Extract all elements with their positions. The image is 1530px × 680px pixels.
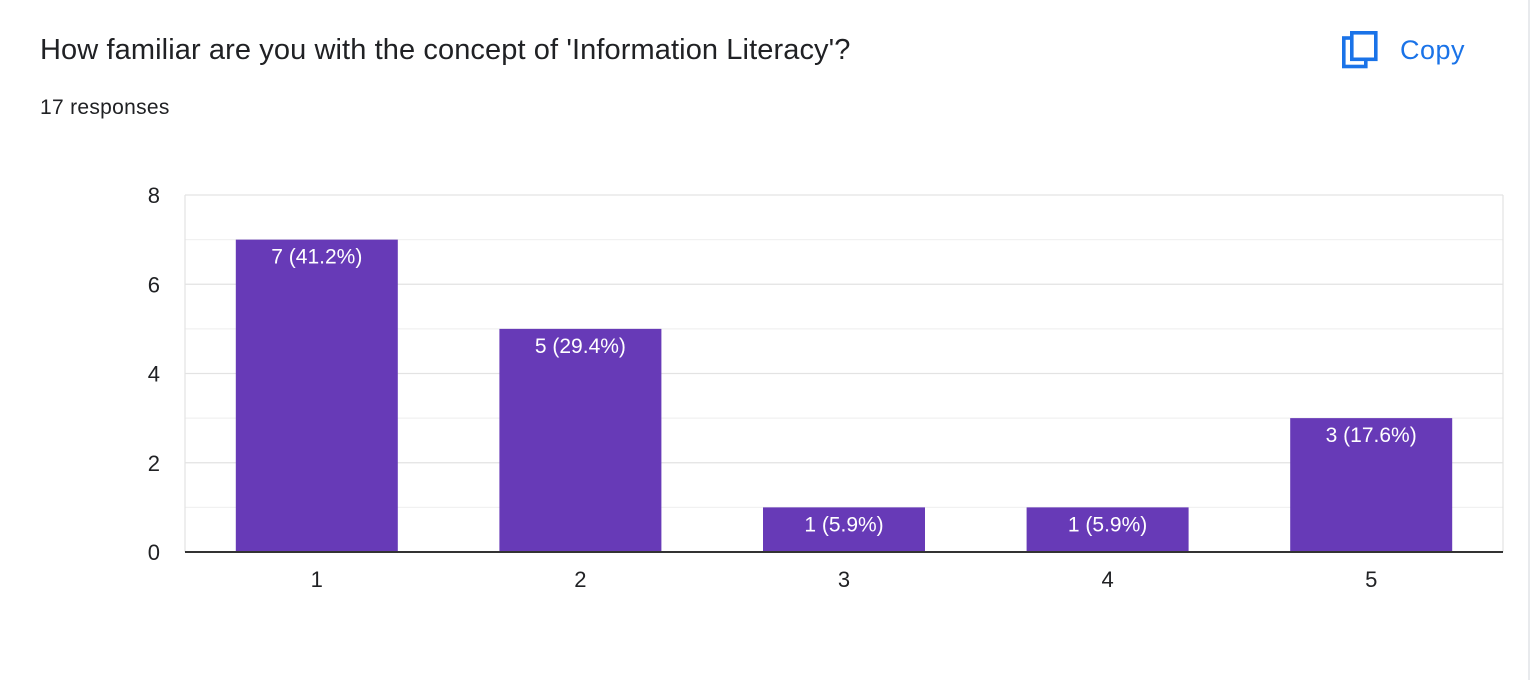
bar-data-label: 1 (5.9%)	[804, 513, 883, 536]
bar-data-label: 5 (29.4%)	[535, 335, 626, 358]
y-tick-label: 6	[148, 272, 160, 297]
bar	[763, 507, 925, 552]
bar	[499, 328, 662, 552]
bar	[235, 239, 398, 552]
y-tick-label: 8	[148, 183, 160, 208]
copy-icon	[1342, 31, 1378, 69]
x-tick-label: 3	[838, 567, 850, 592]
copy-chart-button[interactable]: Copy	[1328, 20, 1479, 80]
bar-data-label: 3 (17.6%)	[1326, 424, 1417, 447]
question-title: How familiar are you with the concept of…	[40, 34, 851, 66]
x-tick-label: 1	[311, 567, 323, 592]
copy-button-label: Copy	[1400, 34, 1466, 65]
x-tick-label: 5	[1365, 567, 1377, 592]
x-tick-label: 2	[574, 567, 586, 592]
x-tick-label: 4	[1101, 567, 1113, 592]
bar	[1290, 418, 1453, 552]
y-tick-label: 4	[148, 362, 160, 387]
bar	[1026, 507, 1189, 552]
y-tick-label: 2	[148, 451, 160, 476]
y-tick-label: 0	[148, 540, 160, 565]
responses-count: 17 responses	[40, 96, 170, 119]
bar-data-label: 1 (5.9%)	[1068, 513, 1147, 536]
card-border	[1528, 0, 1530, 680]
bar-data-label: 7 (41.2%)	[271, 246, 362, 269]
